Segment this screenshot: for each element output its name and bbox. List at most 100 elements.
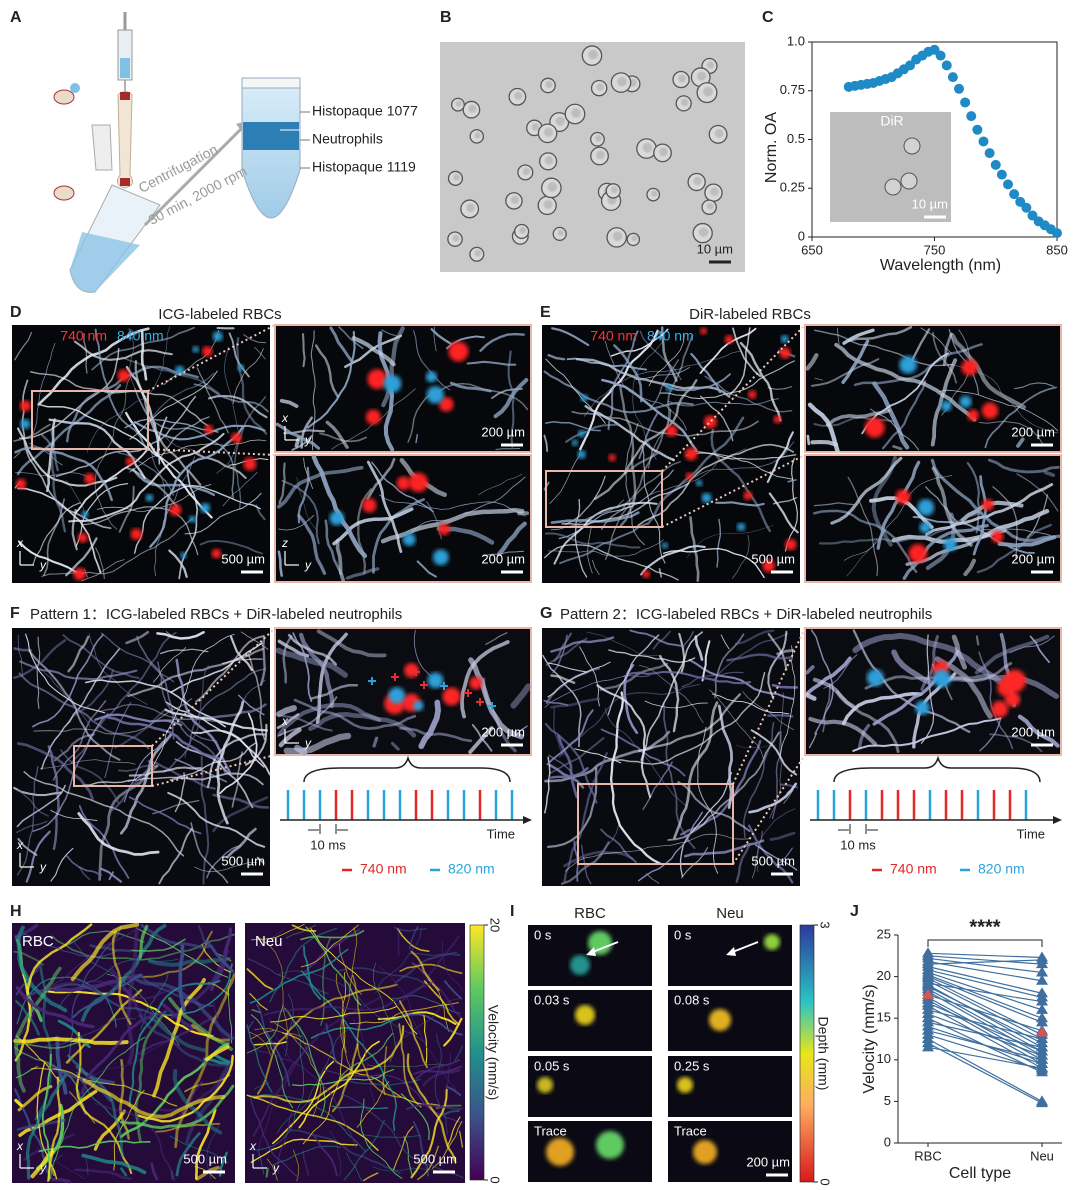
cell-signal <box>701 492 712 503</box>
vessel <box>81 559 125 582</box>
pair-line <box>927 977 1043 1036</box>
vessel <box>168 996 233 1051</box>
vessel <box>951 634 968 670</box>
axis-name: y <box>304 736 312 750</box>
vessel <box>75 448 149 514</box>
vessel <box>324 1069 461 1123</box>
vessel <box>338 943 362 995</box>
cell-core <box>468 104 477 113</box>
vessel <box>168 549 188 578</box>
vessel <box>767 633 788 671</box>
data-point <box>1003 179 1013 190</box>
vessel <box>546 709 594 766</box>
vessel <box>810 439 839 447</box>
vessel <box>19 932 119 958</box>
vessel <box>872 381 910 450</box>
vessel <box>16 925 68 1013</box>
vessel <box>17 634 23 675</box>
cell-core <box>596 83 604 91</box>
vessel <box>543 699 569 706</box>
vessel <box>645 873 660 884</box>
vessel <box>194 861 258 873</box>
vessel <box>256 856 265 864</box>
vessel <box>50 1036 146 1180</box>
vessel <box>256 1003 291 1087</box>
vessel <box>607 330 639 431</box>
vessel <box>397 930 400 956</box>
cell-signal <box>388 687 405 704</box>
vessel <box>1009 635 1055 654</box>
vessel <box>249 992 268 1011</box>
vessel <box>734 629 775 646</box>
cell-signal <box>709 1009 731 1031</box>
cell-signal <box>192 346 199 353</box>
vessel <box>228 332 250 378</box>
pair-line <box>927 957 1043 974</box>
vessel <box>39 403 181 475</box>
y-tick-label: 0.25 <box>780 180 805 195</box>
cell <box>900 172 918 190</box>
vessel <box>779 645 796 756</box>
cell-signal <box>367 369 388 390</box>
vessel <box>846 538 878 577</box>
vessel <box>119 733 173 835</box>
vessel <box>776 649 795 656</box>
vessel <box>308 711 417 738</box>
cell-core <box>596 150 605 160</box>
vessel <box>246 1024 273 1093</box>
data-point <box>941 60 952 71</box>
vessel <box>94 713 183 727</box>
axis-name: y <box>304 433 312 447</box>
vessel <box>278 462 286 504</box>
data-point <box>922 1041 934 1052</box>
data-point <box>1036 1053 1048 1064</box>
colorbar-tick-label: 20 <box>488 918 503 932</box>
vessel <box>381 326 405 408</box>
vessel <box>717 704 733 809</box>
vessel <box>66 855 103 876</box>
vessel <box>978 420 1044 445</box>
cell-signal <box>448 341 469 362</box>
vessel <box>756 808 796 873</box>
vessel <box>131 938 186 952</box>
significance-bracket <box>927 939 1043 947</box>
cell-signal <box>189 515 197 523</box>
cell-signal <box>743 491 753 500</box>
vessel <box>276 705 297 718</box>
vessel <box>283 732 352 755</box>
vessel <box>422 1069 461 1086</box>
vessel <box>17 789 49 817</box>
scale-bar-label: 200 µm <box>1011 424 1055 439</box>
cell-signal <box>202 346 213 357</box>
pair-line <box>927 976 1043 1023</box>
vessel <box>372 498 426 574</box>
vessel <box>237 694 265 716</box>
vessel <box>748 782 798 814</box>
x-tick-label: RBC <box>914 1148 941 1163</box>
vessel <box>275 422 321 450</box>
cell-core <box>698 227 709 237</box>
vessel <box>642 761 673 811</box>
vessel <box>254 1027 302 1037</box>
vessel <box>197 925 206 943</box>
panel-title: Pattern 1：ICG-labeled RBCs + DiR-labeled… <box>30 606 402 623</box>
syringe-fluid <box>120 58 130 78</box>
vessel <box>256 983 398 1095</box>
vessel <box>232 348 264 404</box>
pair-line <box>927 966 1043 994</box>
pair-line <box>927 984 1043 1048</box>
vessel <box>25 633 106 714</box>
vessel <box>565 475 606 526</box>
vessel <box>37 327 150 406</box>
cell-signal <box>703 415 717 429</box>
vessel <box>550 674 576 684</box>
colorbar <box>469 924 485 1181</box>
cell-signal <box>866 669 884 687</box>
cell-core <box>571 108 581 118</box>
cell-core <box>706 202 714 210</box>
vessel <box>599 662 669 691</box>
cell-signal <box>200 502 211 513</box>
cell-core <box>455 100 463 107</box>
